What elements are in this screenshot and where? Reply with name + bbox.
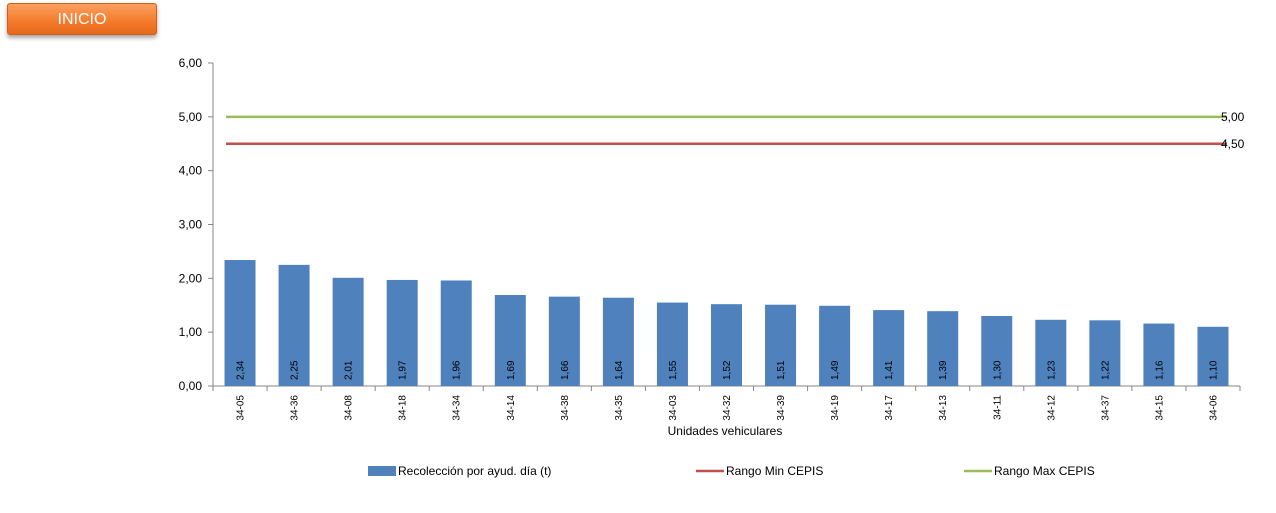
bar-value-label: 1,66: [560, 360, 571, 380]
bar: [927, 311, 959, 386]
y-tick-label: 1,00: [179, 325, 203, 339]
bar: [494, 295, 526, 386]
bar-value-label: 2,34: [236, 360, 247, 380]
legend-swatch-bar: [368, 466, 396, 476]
x-tick-label: 34-05: [236, 395, 247, 421]
bar-value-label: 1,52: [722, 360, 733, 380]
bar: [1035, 319, 1067, 386]
x-tick-label: 34-12: [1046, 395, 1057, 421]
bar: [765, 304, 797, 386]
min-cepis-line-label: 4,50: [1221, 137, 1245, 151]
x-tick-label: 34-34: [452, 395, 463, 421]
bar: [548, 296, 580, 386]
bar-value-label: 1,23: [1046, 360, 1057, 380]
bar-value-label: 1,49: [830, 360, 841, 380]
x-tick-label: 34-32: [722, 395, 733, 421]
x-tick-label: 34-19: [830, 395, 841, 421]
bar: [440, 280, 472, 386]
bar: [873, 310, 905, 386]
legend-label-min: Rango Min CEPIS: [726, 464, 823, 478]
bar-value-label: 1,64: [614, 360, 625, 380]
bar-value-label: 1,55: [668, 360, 679, 380]
x-tick-label: 34-17: [884, 395, 895, 421]
bar: [1197, 326, 1229, 386]
y-tick-label: 0,00: [179, 379, 203, 393]
y-tick-label: 6,00: [179, 56, 203, 70]
x-tick-label: 34-36: [290, 395, 301, 421]
bar-value-label: 2,01: [344, 360, 355, 380]
bar: [819, 305, 851, 386]
y-tick-label: 3,00: [179, 218, 203, 232]
bar: [278, 264, 310, 386]
inicio-button[interactable]: INICIO: [7, 3, 157, 35]
bar-value-label: 1,22: [1100, 360, 1111, 380]
y-tick-label: 4,00: [179, 164, 203, 178]
x-tick-label: 34-18: [398, 395, 409, 421]
bar-value-label: 1,51: [776, 360, 787, 380]
bar-value-label: 1,69: [506, 360, 517, 380]
bar-value-label: 1,16: [1154, 360, 1165, 380]
x-tick-label: 34-39: [776, 395, 787, 421]
bar-value-label: 1,41: [884, 360, 895, 380]
bar: [224, 260, 256, 386]
bar-value-label: 1,10: [1208, 360, 1219, 380]
bar: [602, 297, 634, 386]
bar: [332, 277, 364, 386]
bar: [1143, 323, 1175, 386]
x-axis-title: Unidades vehiculares: [668, 424, 783, 438]
legend-label-bar: Recolección por ayud. día (t): [398, 464, 551, 478]
x-tick-label: 34-11: [992, 395, 1003, 420]
x-tick-label: 34-13: [938, 395, 949, 421]
bar-value-label: 1,39: [938, 360, 949, 380]
y-tick-label: 2,00: [179, 271, 203, 285]
bar-value-label: 1,97: [398, 360, 409, 380]
bar: [981, 316, 1013, 386]
bar-value-label: 1,96: [452, 360, 463, 380]
bar: [386, 279, 418, 386]
x-tick-label: 34-37: [1100, 395, 1111, 421]
x-tick-label: 34-35: [614, 395, 625, 421]
x-tick-label: 34-06: [1208, 395, 1219, 421]
y-tick-label: 5,00: [179, 110, 203, 124]
bar-value-label: 2,25: [290, 360, 301, 380]
max-cepis-line-label: 5,00: [1221, 110, 1245, 124]
bar: [711, 304, 742, 386]
legend-label-max: Rango Max CEPIS: [994, 464, 1095, 478]
bar: [656, 302, 688, 386]
bar-value-label: 1,30: [992, 360, 1003, 380]
x-tick-label: 34-14: [506, 395, 517, 421]
bar: [1089, 320, 1121, 386]
x-tick-label: 34-03: [668, 395, 679, 421]
x-tick-label: 34-15: [1154, 395, 1165, 421]
x-tick-label: 34-38: [560, 395, 571, 421]
x-tick-label: 34-08: [344, 395, 355, 421]
